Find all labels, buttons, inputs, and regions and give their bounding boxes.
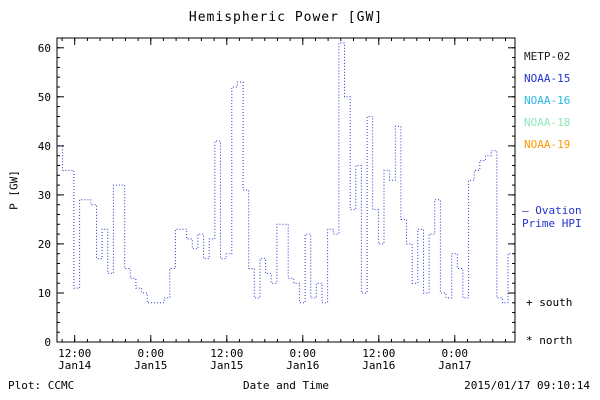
y-tick-label: 30: [38, 189, 51, 202]
x-tick-label-date: Jan15: [134, 359, 167, 372]
ovation-line-1: – Ovation: [522, 204, 582, 217]
x-tick-label-date: Jan16: [362, 359, 395, 372]
x-tick-label-date: Jan17: [438, 359, 471, 372]
y-tick-label: 40: [38, 140, 51, 153]
x-tick-label-time: 12:00: [58, 347, 91, 360]
legend-item-noaa19: NOAA-19: [524, 138, 571, 151]
y-tick-label: 60: [38, 42, 51, 55]
x-tick-label-time: 12:00: [362, 347, 395, 360]
timestamp: 2015/01/17 09:10:14: [464, 379, 590, 392]
y-tick-label: 0: [44, 336, 51, 349]
y-tick-label: 50: [38, 91, 51, 104]
plot-frame: [56, 37, 516, 343]
data-series-path: [57, 42, 515, 304]
x-tick-label-date: Jan14: [58, 359, 91, 372]
y-tick-label: 20: [38, 238, 51, 251]
y-tick-label: 10: [38, 287, 51, 300]
legend-item-noaa15: NOAA-15: [524, 72, 571, 85]
legend-item-noaa18: NOAA-18: [524, 116, 571, 129]
south-marker-label: + south: [526, 296, 573, 309]
plot-credit: Plot: CCMC: [8, 379, 75, 392]
y-axis-title: P [GW]: [7, 170, 21, 210]
legend-item-metp02: METP-02: [524, 50, 571, 63]
satellite-legend: METP-02 NOAA-15 NOAA-16 NOAA-18 NOAA-19: [524, 46, 570, 156]
x-tick-label-date: Jan15: [210, 359, 243, 372]
legend-item-noaa16: NOAA-16: [524, 94, 571, 107]
x-tick-label-time: 12:00: [210, 347, 243, 360]
ovation-prime-annotation: – Ovation Prime HPI: [522, 204, 582, 230]
north-marker-label: * north: [526, 334, 573, 347]
x-tick-label-time: 0:00: [138, 347, 165, 360]
ovation-line-2: Prime HPI: [522, 217, 582, 230]
chart-title: Hemispheric Power [GW]: [188, 10, 384, 25]
x-tick-label-time: 0:00: [442, 347, 469, 360]
x-axis-title: Date and Time: [242, 379, 330, 392]
x-tick-label-time: 0:00: [290, 347, 317, 360]
x-tick-label-date: Jan16: [286, 359, 319, 372]
